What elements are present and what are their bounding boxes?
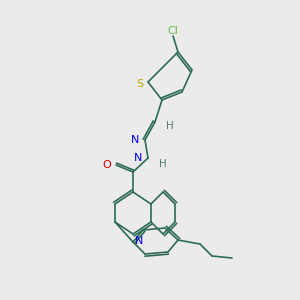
Text: Cl: Cl xyxy=(168,26,178,36)
Text: N: N xyxy=(130,135,139,145)
Text: S: S xyxy=(136,79,144,89)
Text: H: H xyxy=(159,159,167,169)
Text: H: H xyxy=(166,121,174,131)
Text: N: N xyxy=(135,236,143,246)
Text: O: O xyxy=(102,160,111,170)
Text: N: N xyxy=(134,153,142,163)
